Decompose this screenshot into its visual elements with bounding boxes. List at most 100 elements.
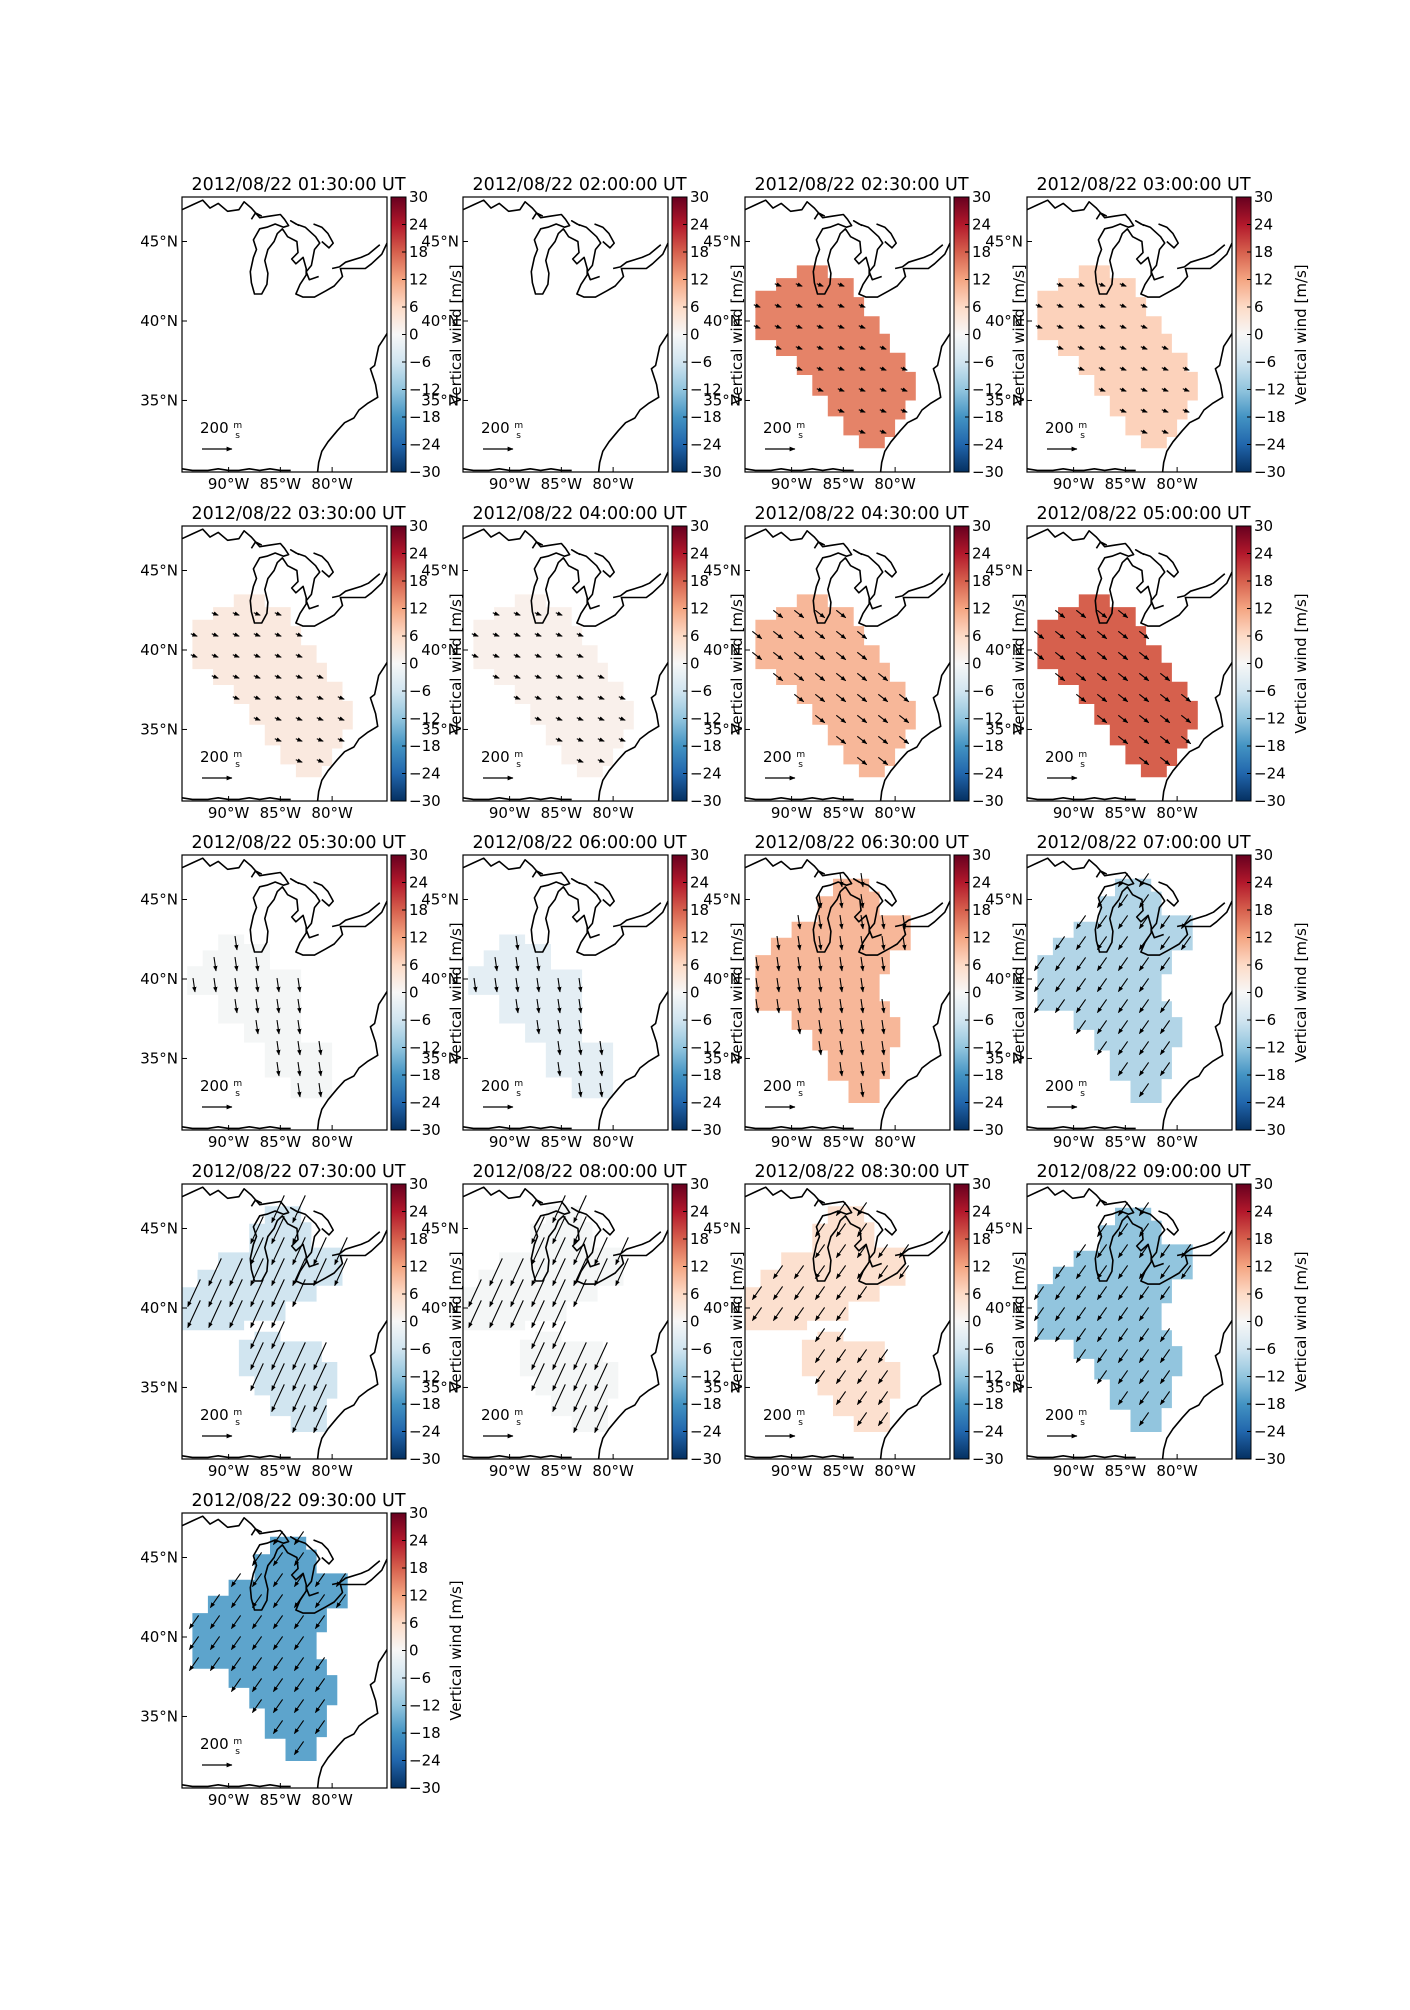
coastline	[182, 857, 387, 1130]
lat-tick-label: 40°N	[421, 1299, 459, 1317]
colorbar-tick-label: −12	[972, 710, 1004, 728]
wind-arrow	[534, 674, 542, 679]
coastline	[745, 857, 950, 1130]
colorbar-tick-label: −12	[409, 1697, 441, 1715]
wind-arrow	[1098, 303, 1106, 308]
colorbar-tick-label: −24	[409, 1423, 441, 1441]
lat-tick-label: 40°N	[703, 641, 741, 659]
wind-arrow	[814, 1244, 826, 1259]
colorbar-tick-label: 12	[972, 1258, 991, 1276]
wind-arrow	[818, 957, 823, 972]
colorbar: 30 24 18 12 6 0 −6 −12 −18 −24 −30 Vertical wind [m…	[671, 517, 746, 810]
colorbar-tick-label: 24	[972, 545, 991, 563]
wind-arrow	[860, 1083, 865, 1098]
wind-arrow	[295, 758, 303, 763]
map-area	[745, 199, 950, 472]
map-frame	[462, 196, 669, 473]
colorbar-tick-label: 0	[1254, 1313, 1264, 1331]
wind-arrow	[1117, 1349, 1129, 1364]
wind-arrow	[1096, 915, 1108, 930]
wind-region	[1037, 594, 1198, 778]
wind-arrow	[513, 653, 521, 658]
wind-arrow	[594, 1363, 608, 1392]
wind-arrow	[555, 611, 563, 616]
colorbar-tick-label: 0	[1254, 326, 1264, 344]
wind-arrow	[251, 1699, 263, 1714]
wind-arrow	[1138, 1370, 1150, 1385]
colorbar-tick-label: 18	[690, 901, 709, 919]
wind-arrow	[314, 1594, 326, 1609]
wind-arrow	[251, 1615, 263, 1630]
wind-arrow	[555, 653, 563, 658]
map-frame	[181, 525, 388, 802]
map-frame	[744, 525, 951, 802]
map-frame	[181, 1512, 388, 1789]
wind-arrow	[295, 653, 303, 658]
wind-arrow	[818, 999, 823, 1014]
colorbar-tick-label: 18	[409, 1230, 428, 1248]
wind-arrow	[232, 611, 240, 616]
wind-arrow	[230, 1678, 242, 1693]
wind-arrow	[234, 936, 239, 951]
wind-arrow	[793, 1265, 805, 1280]
colorbar-tick-label: −18	[690, 408, 722, 426]
colorbar-tick-label: −6	[972, 1011, 994, 1029]
lat-tick-label: 45°N	[421, 233, 459, 251]
wind-arrow	[513, 611, 521, 616]
colorbar-tick-label: −30	[409, 1779, 441, 1797]
wind-arrow	[1054, 936, 1066, 951]
wind-arrow	[599, 1083, 604, 1098]
wind-arrow	[552, 1237, 566, 1266]
wind-arrow	[536, 957, 541, 972]
wind-arrow	[835, 1391, 847, 1406]
wind-arrow	[272, 1657, 284, 1672]
colorbar-tick-label: −18	[1254, 737, 1286, 755]
colorbar: 30 24 18 12 6 0 −6 −12 −18 −24 −30 Vertical wind [m…	[953, 846, 1028, 1139]
lat-tick-label: 35°N	[140, 1049, 178, 1067]
wind-arrow	[1096, 1223, 1108, 1238]
colorbar-tick-label: −12	[409, 1039, 441, 1057]
wind-arrow	[1033, 978, 1045, 993]
wind-arrow	[797, 1020, 802, 1035]
lon-tick-label: 85°W	[541, 1133, 583, 1151]
wind-arrow	[772, 630, 784, 640]
wind-arrow	[858, 408, 866, 413]
colorbar-tick-label: −6	[409, 1340, 431, 1358]
wind-arrow	[297, 1020, 302, 1035]
colorbar-tick-label: −24	[409, 1752, 441, 1770]
lon-tick-label: 80°W	[592, 475, 634, 493]
wind-arrow	[860, 957, 865, 972]
wind-arrow	[1182, 408, 1190, 413]
map-area	[182, 857, 387, 1130]
wind-arrow	[213, 957, 218, 972]
wind-arrow	[531, 1342, 545, 1371]
coastline	[463, 528, 668, 801]
colorbar-tick-label: 30	[409, 846, 428, 864]
colorbar-tick-label: 12	[972, 929, 991, 947]
wind-arrow	[251, 1594, 263, 1609]
wind-arrow	[271, 1321, 285, 1350]
wind-arrow	[774, 324, 782, 329]
wind-arrow	[1117, 693, 1129, 703]
wind-arrow	[536, 1020, 541, 1035]
wind-arrow	[209, 1615, 221, 1630]
wind-arrow	[255, 999, 260, 1014]
colorbar: 30 24 18 12 6 0 −6 −12 −18 −24 −30 Vertical wind [m…	[671, 1175, 746, 1468]
wind-arrow	[208, 1258, 222, 1287]
wind-arrow	[814, 1349, 826, 1364]
wind-arrow	[255, 1020, 260, 1035]
wind-arrow	[1140, 387, 1148, 392]
colorbar-tick-label: −6	[690, 1011, 712, 1029]
wind-arrow	[860, 1062, 865, 1077]
colorbar-tick-label: 0	[972, 326, 982, 344]
wind-arrow	[292, 1363, 306, 1392]
colorbar-tick-label: −12	[1254, 710, 1286, 728]
wind-arrow	[552, 1342, 566, 1371]
wind-arrow	[1096, 957, 1108, 972]
wind-arrow	[1138, 1202, 1150, 1217]
wind-arrow	[209, 1636, 221, 1651]
panel-title: 2012/08/22 05:30:00 UT	[191, 833, 405, 853]
colorbar-tick-label: 18	[409, 572, 428, 590]
